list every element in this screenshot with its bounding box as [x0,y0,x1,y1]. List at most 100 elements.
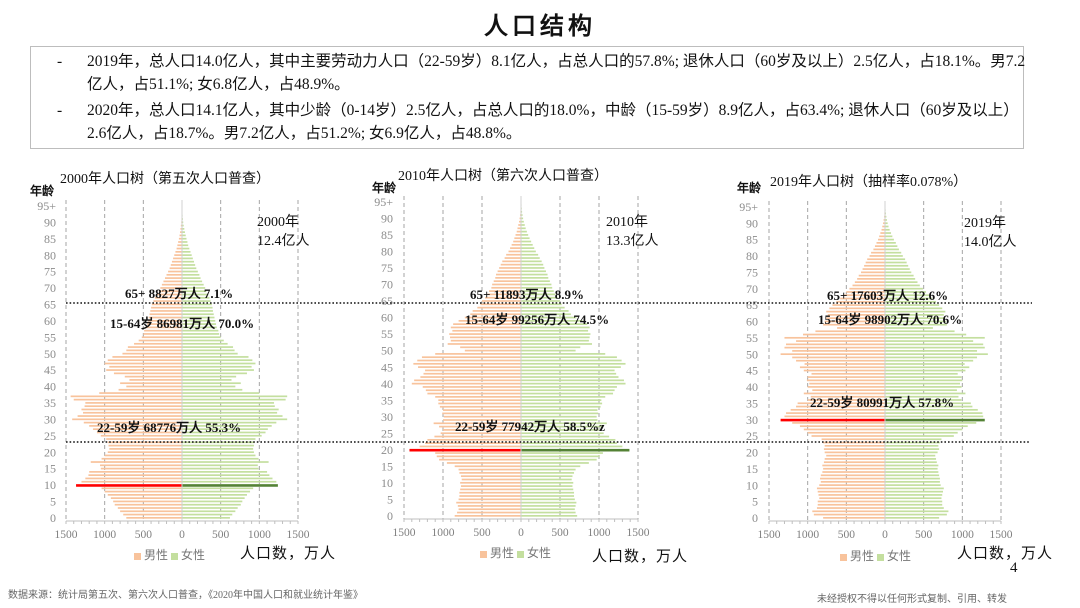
bar-female [182,507,238,509]
bar-female [182,333,220,335]
bar-male [854,281,885,283]
bar-female [521,392,614,395]
bar-female [885,353,988,356]
bar-female [521,491,575,494]
bar-female [182,250,191,253]
bar-male [143,333,182,335]
bar-female [885,242,896,244]
bar-female [521,230,527,233]
bar-female [521,458,597,461]
y-tick-label: 60 [381,311,393,325]
bar-male [460,481,521,484]
bar-male [420,376,521,378]
bar-female [182,474,270,477]
total-year: 2010年 [606,215,648,230]
bar-female [182,510,236,513]
bar-male [411,382,521,385]
bar-female [885,507,944,509]
y-tick-label: 10 [746,478,758,492]
bar-female [182,287,206,289]
bar-female [182,247,190,250]
bar-female [521,465,581,468]
y-tick-label: 20 [44,445,56,459]
bar-female [885,248,899,251]
bar-male [457,511,521,514]
bar-female [182,323,217,325]
bar-male [83,411,182,414]
bar-female [521,220,524,223]
y-tick-label: 65 [44,298,56,312]
legend-female: 女性 [527,546,552,560]
y-tick-label: 30 [44,412,56,426]
bar-female [521,415,597,418]
bar-male [83,421,182,424]
bar-male [803,369,885,372]
annotation-15-64: 15-64岁 98902万人 70.6% [818,312,963,327]
bar-male [434,435,521,438]
bar-female [182,464,258,467]
bar-female [521,362,626,365]
bar-female [182,398,286,401]
bar-female [521,247,535,249]
x-tick-label: 500 [838,529,856,541]
bar-female [182,369,254,371]
bar-female [182,497,245,499]
bar-female [521,313,571,316]
bar-female [182,438,256,440]
bar-male [435,353,521,355]
y-axis-label: 年龄 [30,184,55,198]
bar-male [492,283,521,286]
bar-male [175,250,182,253]
bar-male [179,234,182,237]
bar-female [182,352,238,355]
bar-male [458,319,521,322]
y-tick-label: 80 [746,249,758,263]
bar-female [521,339,589,342]
bar-female [182,484,278,487]
bar-female [521,243,533,246]
bar-male [827,314,885,316]
bar-female [521,270,546,273]
bar-female [521,399,602,402]
y-tick-label: 65 [381,294,393,308]
bar-female [885,297,933,300]
x-tick-label: 500 [212,529,230,541]
bar-female [885,477,940,480]
bar-male [88,474,182,477]
bar-male [496,273,521,276]
bar-female [182,306,213,309]
bar-male [460,475,521,478]
chart-title: 2000年人口树（第五次人口普查） [60,172,270,187]
bar-male [427,392,521,395]
bar-male [820,477,885,480]
bar-male [811,372,885,375]
bar-male [873,248,885,251]
bar-female [885,255,903,257]
bar-male [107,494,182,496]
bar-female [885,284,920,287]
bar-female [885,451,938,454]
y-tick-label: 60 [746,315,758,329]
bar-male [861,271,885,274]
y-tick-label: 5 [50,495,56,509]
bar-female [885,245,898,247]
bar-male [110,497,182,499]
y-tick-label: 75 [44,265,56,279]
bar-female [521,359,622,362]
bar-female [885,307,943,310]
bar-male [477,306,521,309]
bar-female [885,281,918,283]
bar-female [521,333,591,335]
y-tick-label: 40 [746,380,758,394]
bar-female [885,356,978,359]
bar-female [885,323,947,326]
bar-female [885,314,944,316]
bar-male [158,290,182,293]
y-tick-label: 45 [44,363,56,377]
bar-male [815,330,885,333]
bar-female [885,258,906,261]
bar-male [96,431,182,434]
annotation-65plus: 65+ 17603万人 12.6% [827,288,949,303]
bar-male [171,260,182,263]
bar-female [182,280,203,283]
